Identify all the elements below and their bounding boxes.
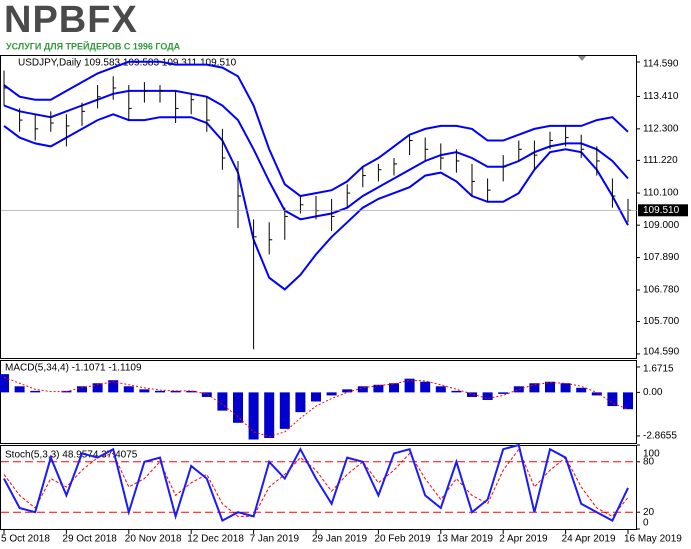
y-tick-label: 107.890: [643, 252, 680, 263]
x-tick-label: 12 Dec 2018: [187, 534, 244, 545]
macd-bar: [139, 389, 150, 393]
y-tick-label: 112.300: [643, 123, 679, 134]
macd-bar: [77, 386, 87, 393]
macd-bar: [233, 392, 243, 423]
panel-title: MACD(5,34,4) -1.1071 -1.1109: [5, 363, 142, 374]
panel-title: Stoch(5,3,3) 48.9574 37.4075: [5, 450, 138, 461]
macd-bar: [186, 390, 197, 393]
macd-bar: [295, 392, 306, 413]
macd-bar: [342, 389, 353, 393]
macd-bar: [498, 392, 509, 394]
macd-bar: [607, 392, 618, 407]
macd-bar: [311, 392, 321, 402]
y-tick-label: -2.8655: [643, 431, 677, 442]
x-tick-label: 5 Oct 2018: [1, 534, 50, 545]
macd-bar: [155, 390, 165, 393]
macd-bar: [279, 392, 290, 429]
x-tick-label: 24 Apr 2019: [562, 534, 616, 545]
macd-bar: [467, 392, 477, 397]
x-tick-label: 7 Jan 2019: [250, 534, 300, 545]
macd-bar: [264, 392, 275, 438]
y-tick-label: 80: [643, 456, 655, 467]
last-price-box: [638, 204, 688, 217]
stoch-signal: [3, 448, 629, 518]
x-tick-label: 16 May 2019: [624, 534, 682, 545]
y-tick-label: 20: [643, 507, 655, 518]
macd-bar: [560, 383, 571, 393]
y-tick-label: 114.590: [643, 59, 679, 70]
y-tick-label: 104.590: [643, 347, 680, 358]
macd-panel: [0, 360, 637, 444]
x-tick-label: 20 Feb 2019: [374, 534, 431, 545]
macd-bar: [108, 380, 119, 393]
macd-bar: [201, 392, 212, 397]
macd-bar: [30, 390, 41, 393]
y-tick-label: 113.410: [643, 91, 679, 102]
macd-bar: [529, 383, 540, 393]
logo: NPBFX: [4, 0, 138, 41]
x-tick-label: 29 Oct 2018: [62, 534, 117, 545]
last-price-label: 109.510: [643, 205, 680, 216]
x-tick-label: 29 Jan 2019: [312, 534, 367, 545]
macd-bar: [92, 383, 103, 393]
macd-bar: [623, 392, 633, 410]
macd-bar: [435, 386, 446, 393]
macd-bar: [373, 384, 384, 393]
y-tick-label: 105.700: [643, 316, 680, 327]
band-lower: [3, 113, 629, 291]
tagline: УСЛУГИ ДЛЯ ТРЕЙДЕРОВ С 1996 ГОДА: [6, 40, 181, 51]
macd-bar: [14, 386, 25, 393]
price-panel: [0, 55, 637, 359]
stoch-panel: [0, 445, 637, 530]
y-tick-label: 1.6715: [643, 364, 674, 375]
y-tick-label: 109.000: [643, 220, 680, 231]
x-tick-label: 2 Apr 2019: [499, 534, 548, 545]
macd-bar: [576, 387, 587, 393]
y-tick-label: 106.780: [643, 285, 680, 296]
macd-bar: [420, 381, 431, 393]
macd-bar: [545, 381, 555, 393]
macd-bar: [217, 392, 228, 411]
macd-bar: [248, 392, 259, 440]
macd-bar: [170, 390, 181, 393]
macd-bar: [482, 392, 493, 400]
macd-bar: [357, 386, 368, 393]
macd-bar: [123, 386, 134, 393]
macd-bar: [404, 378, 415, 393]
macd-bar: [591, 392, 602, 396]
macd-signal: [3, 376, 629, 438]
stoch-main: [3, 443, 629, 523]
macd-bar: [326, 392, 337, 396]
y-tick-label: 110.100: [643, 188, 679, 199]
panel-arrow: [578, 56, 586, 61]
y-tick-label: 100: [643, 449, 660, 460]
x-tick-label: 13 Mar 2019: [437, 534, 494, 545]
y-tick-label: 111.220: [643, 155, 678, 166]
band-upper: [3, 60, 629, 198]
macd-bar: [0, 374, 9, 393]
x-tick-label: 20 Nov 2018: [125, 534, 182, 545]
macd-bar: [451, 390, 462, 393]
y-tick-label: 0: [643, 518, 649, 529]
logo-box: [0, 0, 175, 54]
macd-bar: [513, 386, 524, 393]
macd-bar: [389, 383, 399, 393]
y-tick-label: 0.00: [643, 387, 663, 398]
